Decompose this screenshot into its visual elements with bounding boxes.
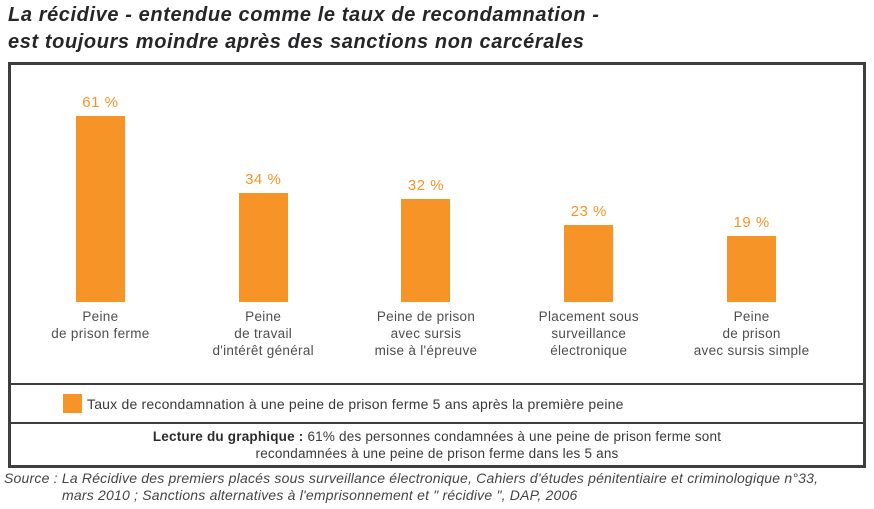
bar-value-label: 23 % xyxy=(570,203,607,220)
bar xyxy=(564,225,614,302)
reading-note-text1: 61% des personnes condamnées à une peine… xyxy=(307,428,722,444)
legend-swatch-icon xyxy=(63,394,82,413)
bar xyxy=(238,193,288,302)
source-line2: mars 2010 ; Sanctions alternatives à l'e… xyxy=(62,487,578,503)
chart-title-line2: est toujours moindre après des sanctions… xyxy=(8,31,585,53)
chart-title: La récidive - entendue comme le taux de … xyxy=(8,2,600,56)
source-line1: Source : La Récidive des premiers placés… xyxy=(4,470,819,486)
bar-column: 61 % xyxy=(19,94,182,302)
bar-value-label: 61 % xyxy=(82,94,119,111)
bars-row: 61 % 34 % 32 % 23 % 19 % xyxy=(11,65,863,302)
bar xyxy=(401,199,451,302)
bar xyxy=(75,116,125,302)
bar-column: 23 % xyxy=(507,203,670,302)
category-label: Peine de prison ferme xyxy=(51,309,150,341)
reading-note: Lecture du graphique : 61% des personnes… xyxy=(11,422,863,465)
reading-note-label: Lecture du graphique : xyxy=(152,428,304,444)
reading-note-line1: Lecture du graphique : 61% des personnes… xyxy=(11,428,863,445)
source-citation: Source : La Récidive des premiers placés… xyxy=(4,470,870,504)
bar-chart: 61 % 34 % 32 % 23 % 19 % Peine de prison ferm… xyxy=(11,65,863,383)
bar-value-label: 34 % xyxy=(245,171,282,188)
bar-value-label: 19 % xyxy=(733,214,770,231)
category-label: Peine de prison avec sursis mise à l'épreu… xyxy=(374,309,478,358)
bar-column: 32 % xyxy=(345,177,508,302)
legend: Taux de recondamnation à une peine de pr… xyxy=(11,383,863,422)
chart-frame: 61 % 34 % 32 % 23 % 19 % Peine de prison ferm… xyxy=(8,62,866,468)
category-label: Peine de prison avec sursis simple xyxy=(693,309,810,358)
bar-column: 34 % xyxy=(182,171,345,302)
category-labels-row: Peine de prison ferme Peine de travail d'int… xyxy=(11,308,863,359)
legend-label: Taux de recondamnation à une peine de pr… xyxy=(87,395,624,412)
reading-note-line2: recondamnées à une peine de prison ferme… xyxy=(255,445,619,461)
bar-value-label: 32 % xyxy=(407,177,445,194)
bar-column: 19 % xyxy=(670,214,833,302)
bar xyxy=(727,236,777,302)
chart-title-line1: La récidive - entendue comme le taux de … xyxy=(8,4,600,26)
category-label: Placement sous surveillance électronique xyxy=(538,309,639,358)
category-label: Peine de travail d'intérêt général xyxy=(212,309,314,358)
